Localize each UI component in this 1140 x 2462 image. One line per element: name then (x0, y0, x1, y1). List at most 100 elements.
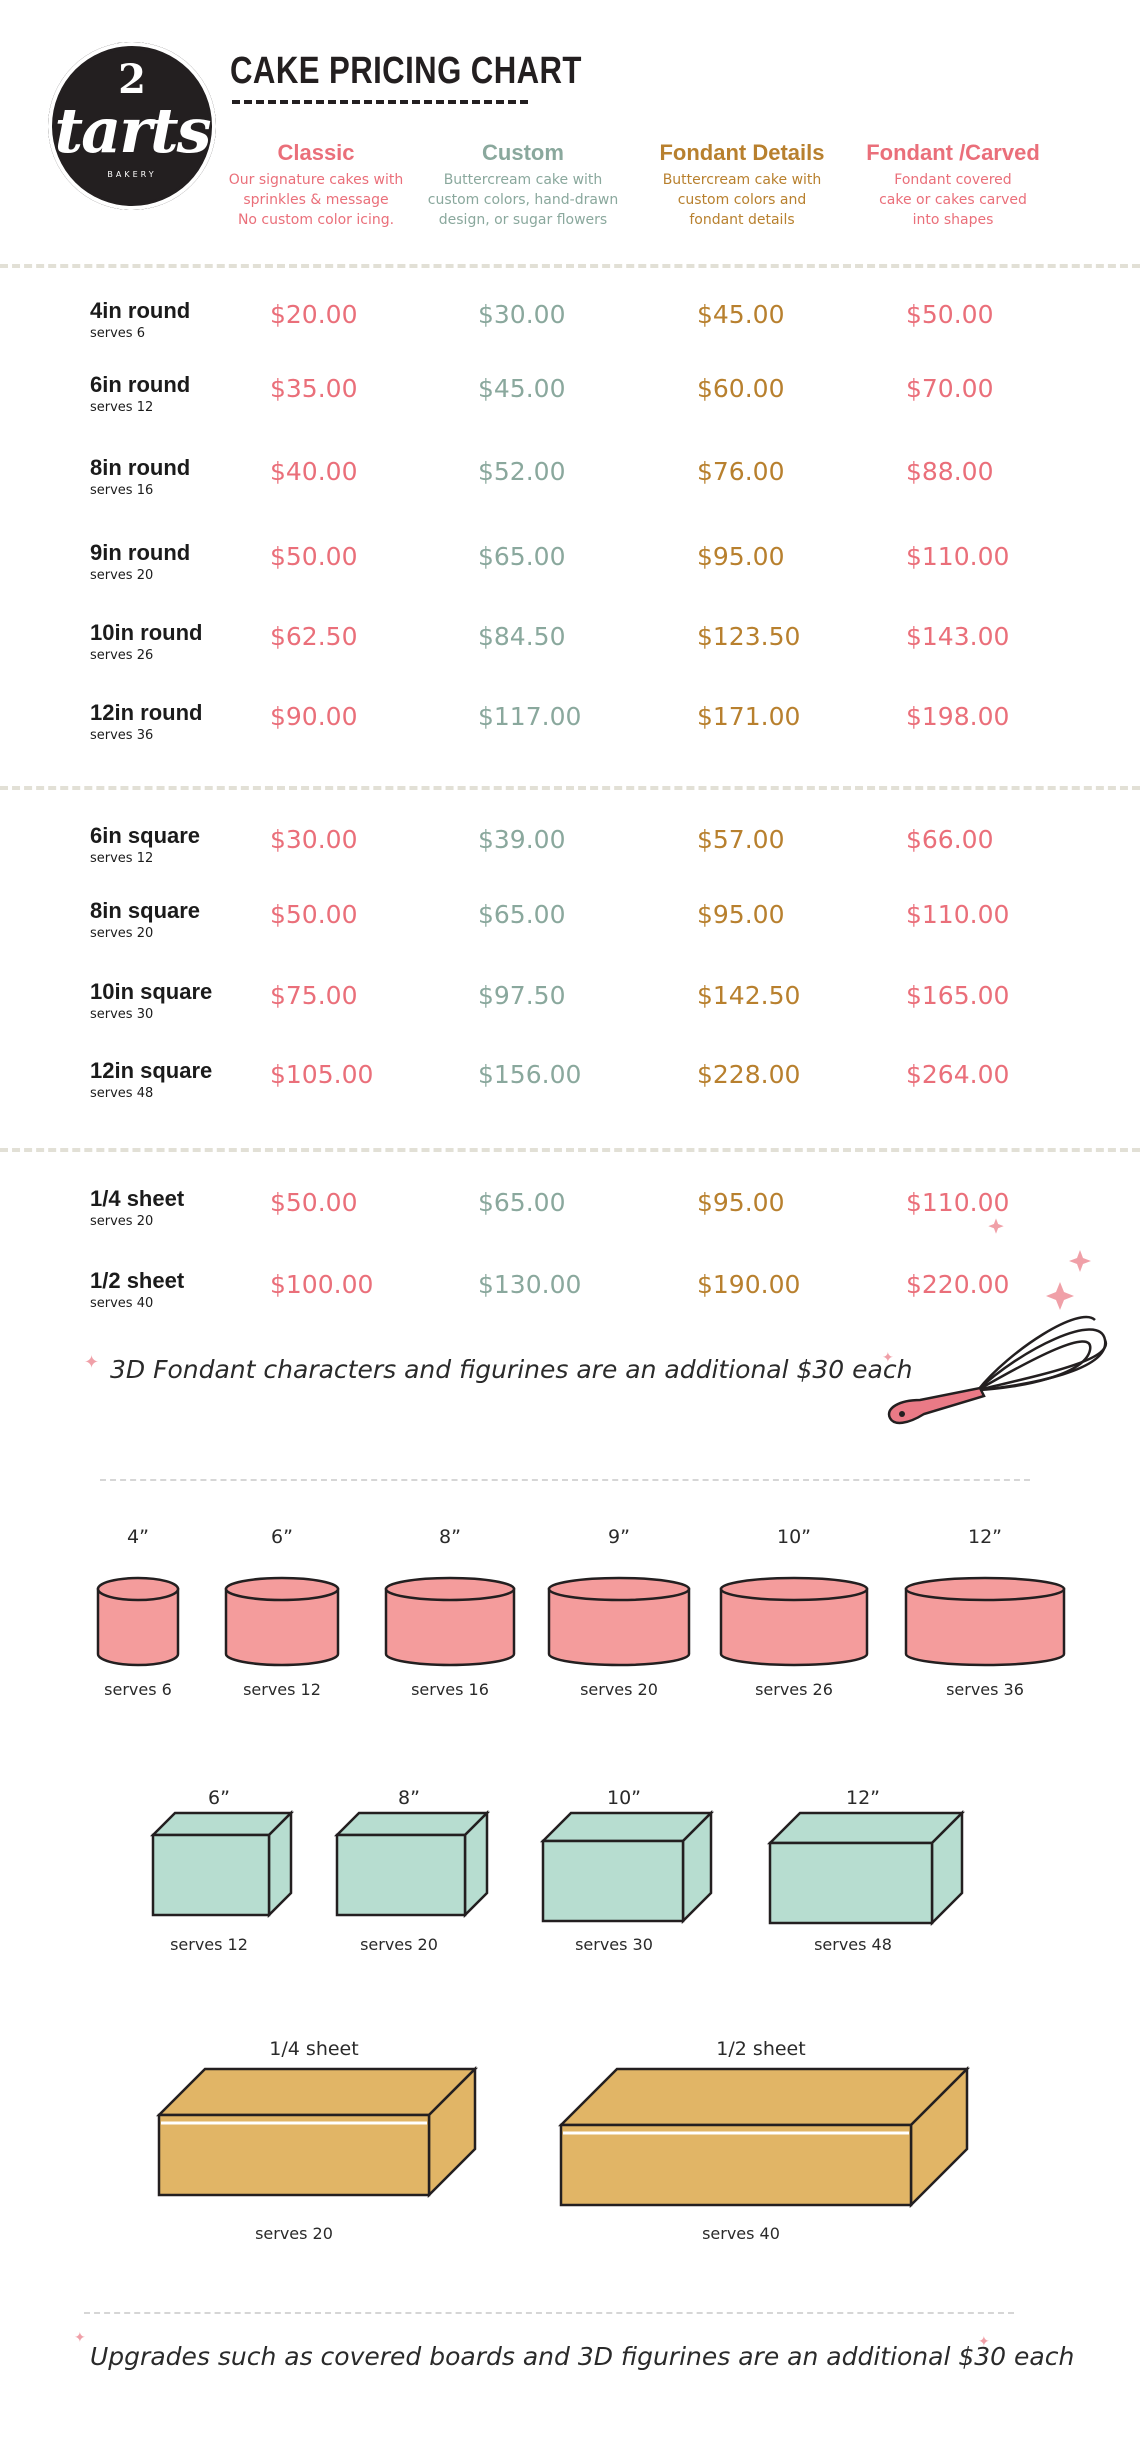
round-size-label: 10” (776, 1526, 812, 1548)
cake-size: 8in square (90, 898, 201, 923)
round-cake-icon (904, 1576, 1066, 1667)
cake-serves: serves 36 (90, 728, 154, 743)
price-cell: $228.00 (697, 1060, 801, 1089)
price-cell: $110.00 (906, 1188, 1010, 1217)
cake-serves: serves 6 (90, 326, 145, 341)
square-cake-icon (150, 1810, 294, 1918)
row-label: 4in round serves 6 (90, 298, 190, 341)
price-cell: $130.00 (478, 1270, 582, 1299)
round-serves-label: serves 6 (104, 1680, 172, 1699)
row-label: 12in round serves 36 (90, 700, 202, 743)
desc-line: custom colors, hand-drawn (427, 192, 619, 208)
price-cell: $35.00 (270, 374, 358, 403)
round-size-label: 6” (271, 1526, 293, 1548)
price-cell: $76.00 (697, 457, 785, 486)
price-cell: $90.00 (270, 702, 358, 731)
figurines-note: 3D Fondant characters and figurines are … (110, 1355, 913, 1384)
cake-serves: serves 26 (90, 648, 154, 663)
price-cell: $100.00 (270, 1270, 374, 1299)
price-cell: $117.00 (478, 702, 582, 731)
price-cell: $65.00 (478, 542, 566, 571)
sheet-cake-icon (156, 2066, 478, 2198)
price-cell: $84.50 (478, 622, 566, 651)
desc-line: design, or sugar flowers (438, 212, 608, 228)
square-cake-icon (334, 1810, 490, 1918)
sparkle-icon: ✦ (978, 2334, 990, 2350)
sheet-cake-icon (558, 2066, 970, 2208)
row-label: 10in round serves 26 (90, 620, 202, 663)
price-cell: $60.00 (697, 374, 785, 403)
cake-serves: serves 20 (90, 568, 154, 583)
column-header-fondant-details: Fondant Details Buttercream cake with cu… (637, 140, 847, 230)
price-cell: $142.50 (697, 981, 801, 1010)
square-size-label: 10” (606, 1787, 642, 1809)
price-cell: $50.00 (270, 900, 358, 929)
price-cell: $45.00 (478, 374, 566, 403)
cake-size: 9in round (90, 540, 191, 565)
round-serves-label: serves 20 (580, 1680, 658, 1699)
round-size-label: 9” (608, 1526, 630, 1548)
cake-serves: serves 30 (90, 1007, 154, 1022)
logo-number: 2 (118, 56, 146, 103)
column-desc: Buttercream cake with custom colors and … (637, 170, 847, 230)
price-cell: $65.00 (478, 900, 566, 929)
row-label: 6in square serves 12 (90, 823, 200, 866)
logo-subtitle: BAKERY (107, 170, 157, 179)
price-cell: $65.00 (478, 1188, 566, 1217)
price-cell: $110.00 (906, 900, 1010, 929)
price-cell: $190.00 (697, 1270, 801, 1299)
cake-serves: serves 12 (90, 851, 154, 866)
cake-size: 6in round (90, 372, 191, 397)
round-serves-label: serves 26 (755, 1680, 833, 1699)
cake-serves: serves 20 (90, 926, 154, 941)
cake-serves: serves 16 (90, 483, 154, 498)
column-name: Fondant Details (659, 140, 825, 165)
column-header-classic: Classic Our signature cakes with sprinkl… (211, 140, 421, 230)
square-size-label: 12” (845, 1787, 881, 1809)
price-cell: $30.00 (270, 825, 358, 854)
row-label: 9in round serves 20 (90, 540, 190, 583)
whisk-icon (887, 1218, 1108, 1425)
price-cell: $50.00 (270, 1188, 358, 1217)
cake-size: 6in square (90, 823, 201, 848)
square-serves-label: serves 48 (814, 1935, 892, 1954)
section-divider (0, 1148, 1140, 1152)
sparkle-icon: ✦ (882, 1350, 894, 1366)
round-size-label: 8” (439, 1526, 461, 1548)
bakery-logo: 2 tarts BAKERY (48, 42, 216, 210)
price-cell: $75.00 (270, 981, 358, 1010)
price-cell: $50.00 (906, 300, 994, 329)
cake-serves: serves 40 (90, 1296, 154, 1311)
price-cell: $156.00 (478, 1060, 582, 1089)
page-title: CAKE PRICING CHART (230, 50, 582, 92)
price-cell: $165.00 (906, 981, 1010, 1010)
sheet-size-label: 1/4 sheet (269, 2038, 359, 2060)
round-serves-label: serves 16 (411, 1680, 489, 1699)
square-serves-label: serves 20 (360, 1935, 438, 1954)
price-cell: $39.00 (478, 825, 566, 854)
price-cell: $57.00 (697, 825, 785, 854)
price-cell: $52.00 (478, 457, 566, 486)
column-name: Custom (482, 140, 564, 165)
section-divider (0, 786, 1140, 790)
cake-size: 4in round (90, 298, 191, 323)
bottom-divider (84, 2312, 1014, 2314)
section-divider (0, 264, 1140, 268)
upgrades-note: Upgrades such as covered boards and 3D f… (90, 2342, 1075, 2371)
row-label: 10in square serves 30 (90, 979, 212, 1022)
cake-size: 10in round (90, 620, 203, 645)
price-cell: $45.00 (697, 300, 785, 329)
round-cake-icon (224, 1576, 340, 1667)
desc-line: Buttercream cake with (662, 172, 822, 188)
desc-line: No custom color icing. (237, 212, 395, 228)
desc-line: custom colors and (677, 192, 807, 208)
price-cell: $95.00 (697, 1188, 785, 1217)
cake-serves: serves 20 (90, 1214, 154, 1229)
price-cell: $66.00 (906, 825, 994, 854)
price-cell: $95.00 (697, 900, 785, 929)
price-cell: $264.00 (906, 1060, 1010, 1089)
price-cell: $70.00 (906, 374, 994, 403)
round-serves-label: serves 36 (946, 1680, 1024, 1699)
price-cell: $88.00 (906, 457, 994, 486)
round-cake-icon (547, 1576, 691, 1667)
